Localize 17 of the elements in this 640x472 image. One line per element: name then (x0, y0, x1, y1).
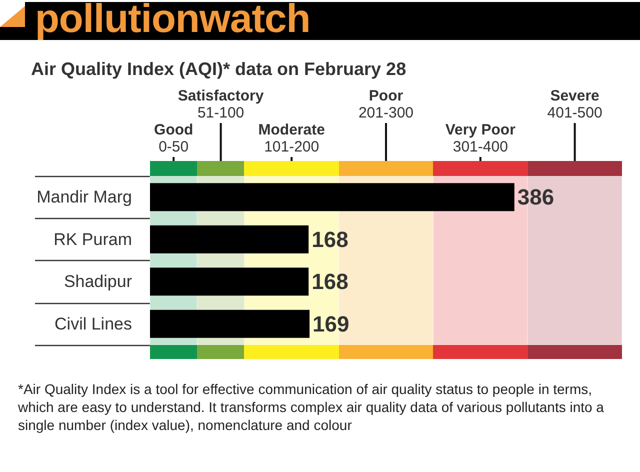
chart-subtitle: Air Quality Index (AQI)* data on February 28 (31, 59, 406, 79)
band-label: Severe 401-500 (547, 88, 602, 122)
band-label: Poor 201-300 (358, 88, 414, 122)
text: *Air Quality Index is a tool for effective communication of air quality status to people in terms, which are easy to understand. It transforms complex air quality data of various pollutants into a single number (index value), nomenclature and colour (17, 381, 608, 433)
band-label: Good 0-50 (154, 122, 194, 156)
y-tick-label: RK Puram (54, 230, 132, 249)
y-tick-label: Mandir Marg (36, 188, 132, 207)
band-label: Very Poor 301-400 (445, 122, 516, 156)
band-label: Satisfactory 51-100 (178, 88, 264, 122)
data-label: 169 (312, 311, 350, 336)
band-label: Moderate 101-200 (258, 122, 325, 156)
y-tick-label: Civil Lines (54, 314, 132, 334)
data-label: 168 (312, 226, 348, 252)
data-label: 386 (517, 184, 554, 210)
y-tick-label: Shadipur (64, 272, 132, 292)
data-label: 168 (312, 269, 348, 294)
chart-title: pollutionwatch (35, 0, 310, 41)
